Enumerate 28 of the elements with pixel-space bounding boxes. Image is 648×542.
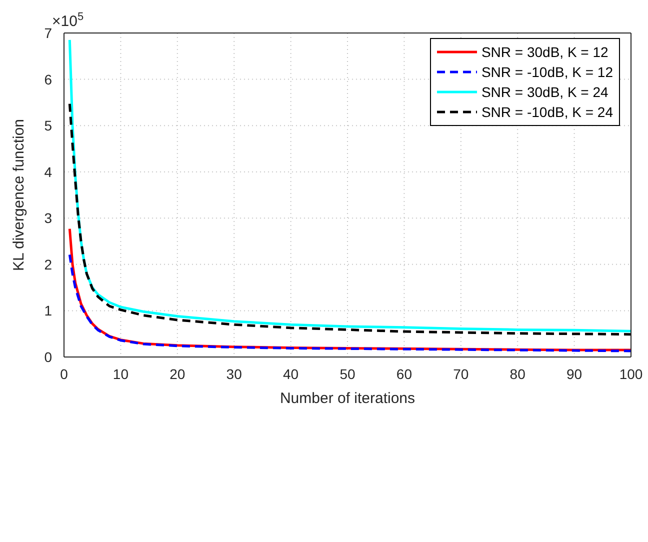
x-tick-label: 90 [566, 366, 582, 382]
y-tick-label: 1 [44, 302, 52, 319]
x-tick-label: 40 [283, 366, 299, 382]
x-tick-label: 80 [510, 366, 526, 382]
y-tick-label: 0 [44, 348, 52, 365]
y-axis-title: KL divergence function [10, 118, 28, 272]
x-tick-label: 0 [60, 366, 68, 382]
x-axis-title: Number of iterations [280, 390, 416, 407]
legend-label: SNR = 30dB, K = 12 [481, 44, 608, 60]
text: ×10$^{5}$ [52, 11, 84, 30]
legend-label: SNR = -10dB, K = 12 [481, 64, 613, 80]
x-tick-label: 20 [170, 366, 186, 382]
x-tick-label: 50 [340, 366, 356, 382]
x-tick-label: 30 [226, 366, 242, 382]
y-tick-label: 7 [44, 24, 52, 41]
y-tick-label: 5 [44, 118, 52, 134]
x-tick-label: 70 [453, 366, 469, 382]
legend-label: SNR = 30dB, K = 24 [481, 84, 608, 100]
y-tick-label: 2 [44, 256, 52, 272]
y-tick-label: 6 [44, 71, 52, 88]
y-tick-label: 3 [44, 210, 52, 226]
line-series [68, 102, 631, 336]
x-tick-label: 60 [396, 366, 412, 382]
y-tick-label: 4 [44, 164, 52, 180]
x-tick-label: 10 [112, 366, 129, 382]
x-tick-label: 100 [619, 366, 643, 382]
line-series [68, 253, 631, 352]
legend-label: SNR = -10dB, K = 24 [481, 104, 613, 120]
